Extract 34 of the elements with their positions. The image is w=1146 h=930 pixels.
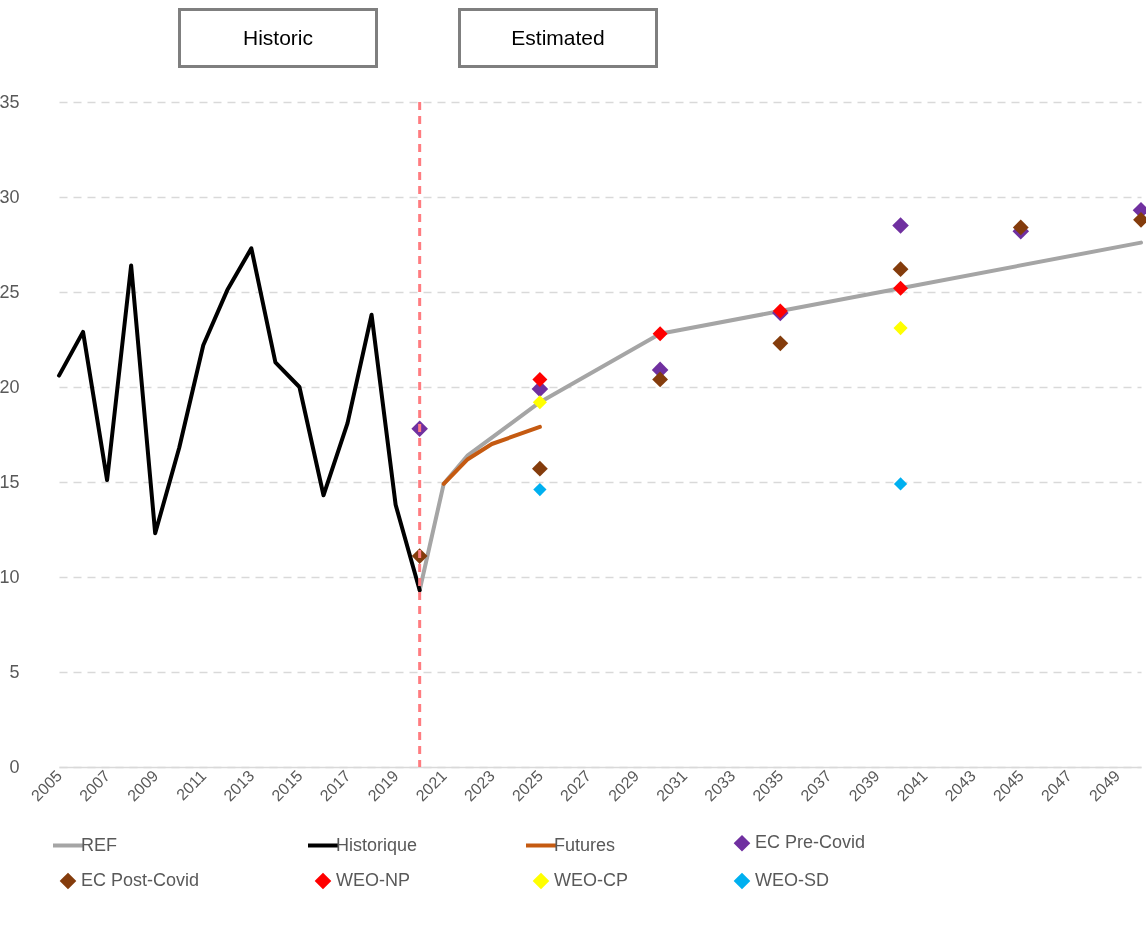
legend-label: Futures xyxy=(554,834,616,855)
point xyxy=(533,482,547,497)
legend-label: WEO-CP xyxy=(554,870,628,890)
y-tick-label: 10 xyxy=(0,566,20,587)
y-tick-label: 0 xyxy=(9,756,20,777)
text: Estimated xyxy=(458,8,658,68)
y-tick-label: 30 xyxy=(0,186,20,207)
y-tick-label: 15 xyxy=(0,471,20,492)
point xyxy=(893,321,908,336)
legend-label: EC Post-Covid xyxy=(81,870,200,890)
legend-label: WEO-NP xyxy=(336,870,410,890)
point xyxy=(1012,219,1029,236)
legend-label: REF xyxy=(81,834,117,855)
legend-label: Historique xyxy=(336,834,418,855)
line-series xyxy=(417,240,1143,593)
legend-label: EC Pre-Covid xyxy=(755,832,866,853)
text: Historic xyxy=(178,8,378,68)
point xyxy=(532,395,547,410)
legend-label: WEO-SD xyxy=(755,870,829,890)
point xyxy=(893,477,908,491)
y-tick-label: 35 xyxy=(0,91,20,112)
y-tick-label: 25 xyxy=(0,281,20,302)
point xyxy=(652,371,669,388)
y-tick-label: 20 xyxy=(0,376,20,397)
point xyxy=(531,460,548,477)
line-series xyxy=(441,424,542,486)
point xyxy=(892,217,909,234)
point xyxy=(652,326,668,342)
point xyxy=(772,335,789,352)
point xyxy=(532,371,548,387)
point xyxy=(893,280,909,296)
line-series xyxy=(57,246,422,593)
point xyxy=(892,261,909,278)
y-tick-label: 5 xyxy=(9,661,20,682)
